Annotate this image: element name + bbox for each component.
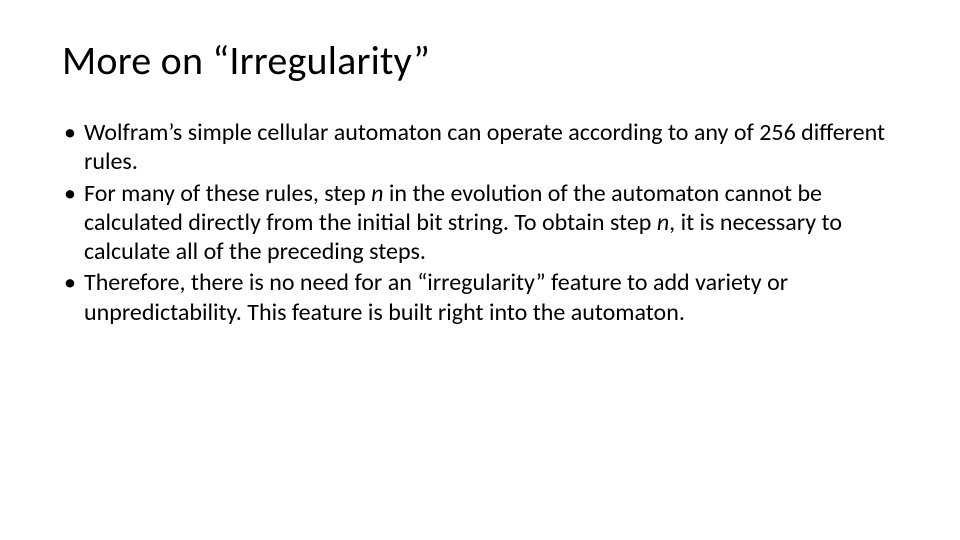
bullet-list: Wolfram’s simple cellular automaton can … [62,118,900,327]
list-item: For many of these rules, step n in the e… [62,179,900,267]
text-segment: Wolfram’s simple cellular automaton can … [84,118,885,176]
text-segment: n [371,179,383,208]
list-item: Therefore, there is no need for an “irre… [62,268,900,327]
text-segment: Therefore, there is no need for an “irre… [84,268,788,326]
text-segment: n [657,208,669,237]
slide-title: More on “Irregularity” [62,38,900,84]
text-segment: For many of these rules, step [84,179,371,208]
list-item: Wolfram’s simple cellular automaton can … [62,118,900,177]
slide: More on “Irregularity” Wolfram’s simple … [0,0,960,540]
